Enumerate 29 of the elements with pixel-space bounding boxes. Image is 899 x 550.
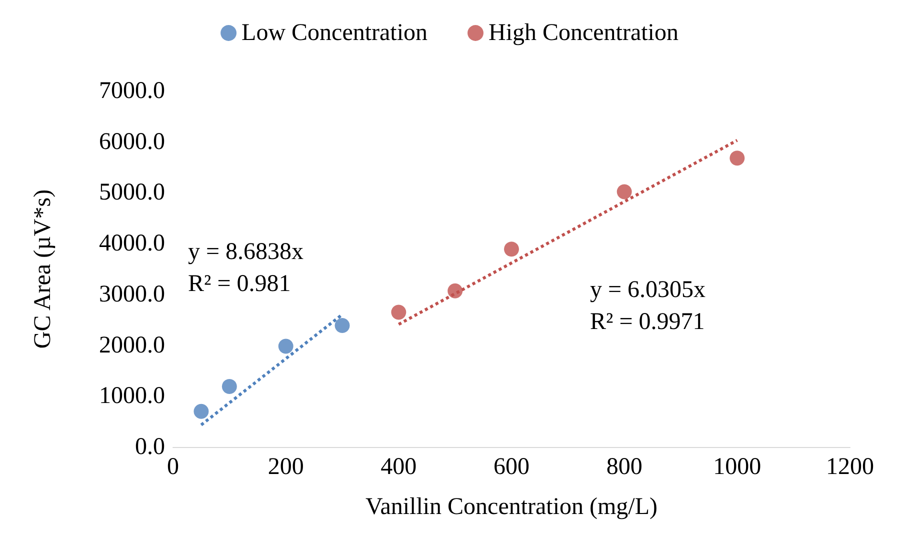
y-tick-label: 1000.0 bbox=[99, 383, 165, 410]
point bbox=[334, 318, 350, 333]
annotation: y = 6.0305x R² = 0.9971 bbox=[590, 277, 706, 335]
y-tick-label: 0.0 bbox=[135, 434, 165, 460]
x-tick-label: 400 bbox=[380, 454, 417, 480]
x-tick-label: 600 bbox=[494, 454, 530, 480]
y-tick-label: 2000.0 bbox=[99, 332, 165, 358]
y-tick-label: 3000.0 bbox=[99, 281, 165, 308]
y-tick-label: 6000.0 bbox=[99, 128, 165, 155]
point bbox=[616, 184, 632, 200]
y-axis-title: GC Area (µV*s) bbox=[30, 189, 56, 349]
point bbox=[391, 304, 406, 320]
legend-label: Low Concentration bbox=[242, 20, 428, 46]
x-tick-label: 200 bbox=[268, 454, 304, 480]
point bbox=[194, 404, 209, 419]
point bbox=[730, 150, 745, 166]
point bbox=[504, 242, 519, 257]
legend-label: High Concentration bbox=[488, 20, 678, 46]
point bbox=[222, 378, 237, 394]
annotation: y = 8.6838x R² = 0.981 bbox=[188, 239, 304, 297]
x-tick-label: 800 bbox=[606, 454, 642, 480]
y-tick-label: 5000.0 bbox=[99, 180, 165, 206]
y-tick-label: 7000.0 bbox=[99, 78, 165, 104]
x-tick-label: 0 bbox=[167, 454, 179, 480]
point bbox=[278, 338, 294, 354]
x-tick-label: 1200 bbox=[826, 454, 874, 480]
x-axis-title: Vanillin Concentration (mg/L) bbox=[366, 494, 658, 520]
y-tick-label: 4000.0 bbox=[99, 230, 165, 257]
x-tick-label: 1000 bbox=[713, 454, 762, 480]
